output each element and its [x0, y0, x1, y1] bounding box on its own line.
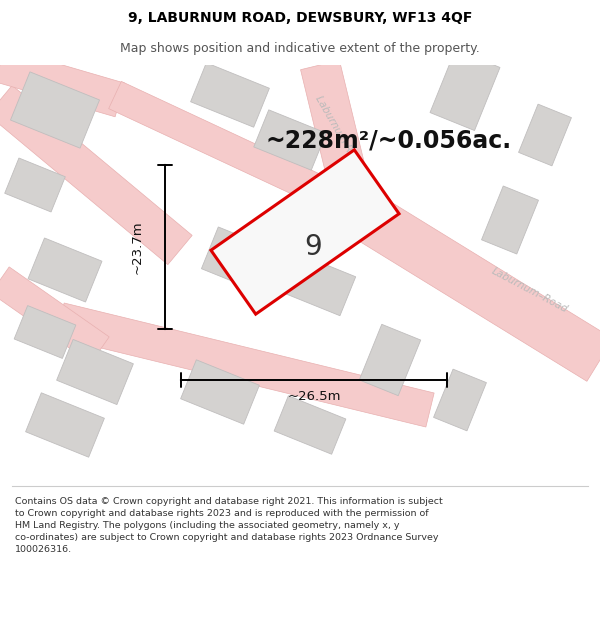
Polygon shape	[434, 369, 487, 431]
Polygon shape	[254, 110, 326, 170]
Polygon shape	[202, 227, 278, 293]
Text: ~26.5m: ~26.5m	[287, 389, 341, 402]
Polygon shape	[5, 158, 65, 212]
Text: 9: 9	[304, 233, 322, 261]
Polygon shape	[14, 306, 76, 358]
Polygon shape	[109, 81, 346, 214]
Polygon shape	[284, 254, 356, 316]
Text: 9, LABURNUM ROAD, DEWSBURY, WF13 4QF: 9, LABURNUM ROAD, DEWSBURY, WF13 4QF	[128, 11, 472, 25]
Text: ~23.7m: ~23.7m	[131, 220, 143, 274]
Text: ~228m²/~0.056ac.: ~228m²/~0.056ac.	[265, 128, 511, 152]
Polygon shape	[0, 267, 109, 363]
Polygon shape	[327, 179, 600, 381]
Polygon shape	[56, 303, 434, 427]
Polygon shape	[0, 48, 125, 117]
Polygon shape	[10, 72, 100, 148]
Text: Map shows position and indicative extent of the property.: Map shows position and indicative extent…	[120, 42, 480, 55]
Polygon shape	[482, 186, 538, 254]
Text: Laburnum–Road: Laburnum–Road	[490, 266, 570, 314]
Polygon shape	[430, 49, 500, 131]
Polygon shape	[0, 86, 192, 264]
Polygon shape	[211, 150, 399, 314]
Polygon shape	[359, 324, 421, 396]
Polygon shape	[26, 392, 104, 458]
Text: Contains OS data © Crown copyright and database right 2021. This information is : Contains OS data © Crown copyright and d…	[15, 498, 443, 554]
Polygon shape	[56, 339, 133, 404]
Polygon shape	[518, 104, 571, 166]
Polygon shape	[181, 360, 259, 424]
Polygon shape	[301, 60, 379, 235]
Text: Laburnum Road: Laburnum Road	[313, 94, 363, 171]
Polygon shape	[191, 62, 269, 127]
Polygon shape	[274, 396, 346, 454]
Polygon shape	[28, 238, 102, 302]
